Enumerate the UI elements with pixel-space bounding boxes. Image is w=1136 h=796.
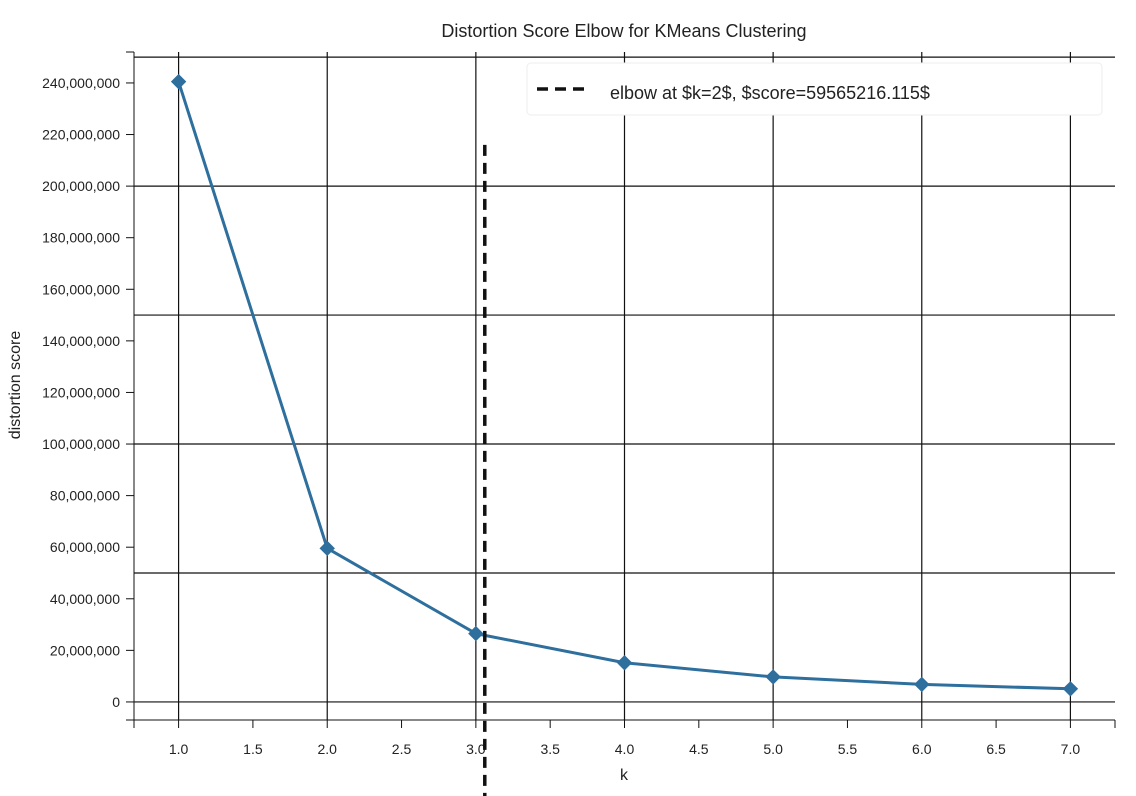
y-tick-label: 60,000,000 (50, 539, 120, 555)
legend: elbow at $k=2$, $score=59565216.115$ (526, 62, 1103, 116)
y-tick-label: 100,000,000 (42, 436, 120, 452)
x-tick-label: 3.5 (540, 741, 560, 757)
legend-label: elbow at $k=2$, $score=59565216.115$ (610, 83, 930, 103)
data-point-marker (468, 625, 484, 642)
data-point-marker (170, 73, 187, 90)
y-tick-label: 0 (112, 694, 120, 710)
data-point-marker (319, 540, 335, 557)
x-tick-label: 5.5 (838, 741, 858, 757)
grid-lines (134, 52, 1115, 720)
data-point-marker (1062, 681, 1079, 697)
y-tick-label: 160,000,000 (42, 281, 120, 297)
x-tick-label: 4.0 (615, 741, 635, 757)
x-tick-label: 6.5 (986, 741, 1006, 757)
x-tick-label: 1.0 (169, 741, 189, 757)
y-tick-label: 140,000,000 (42, 333, 120, 349)
y-tick-label: 120,000,000 (42, 384, 120, 400)
y-tick-label: 240,000,000 (42, 75, 120, 91)
chart-title: Distortion Score Elbow for KMeans Cluste… (441, 21, 806, 41)
y-tick-label: 220,000,000 (42, 127, 120, 143)
y-tick-label: 180,000,000 (42, 230, 120, 246)
y-tick-label: 200,000,000 (42, 178, 120, 194)
y-axis-label: distortion score (7, 331, 24, 440)
y-tick-label: 80,000,000 (50, 488, 120, 504)
x-tick-label: 7.0 (1061, 741, 1081, 757)
x-tick-label: 2.0 (317, 741, 337, 757)
series-layer (170, 73, 1079, 697)
x-tick-label: 2.5 (392, 741, 412, 757)
x-tick-label: 6.0 (912, 741, 932, 757)
y-tick-label: 20,000,000 (50, 642, 120, 658)
x-tick-label: 1.5 (243, 741, 263, 757)
data-point-marker (765, 669, 781, 685)
y-tick-label: 40,000,000 (50, 591, 120, 607)
x-tick-label: 3.0 (466, 741, 486, 757)
legend-box (526, 62, 1103, 116)
x-tick-label: 5.0 (763, 741, 783, 757)
data-point-marker (616, 655, 633, 671)
x-axis-label: k (620, 767, 629, 784)
data-point-marker (914, 676, 930, 693)
x-tick-label: 4.5 (689, 741, 709, 757)
tick-labels: 1.0 1.5 2.0 2.5 3.0 3.5 4.0 4.5 5.0 5.5 6.0 6.5 7.0 0… (42, 51, 1116, 757)
